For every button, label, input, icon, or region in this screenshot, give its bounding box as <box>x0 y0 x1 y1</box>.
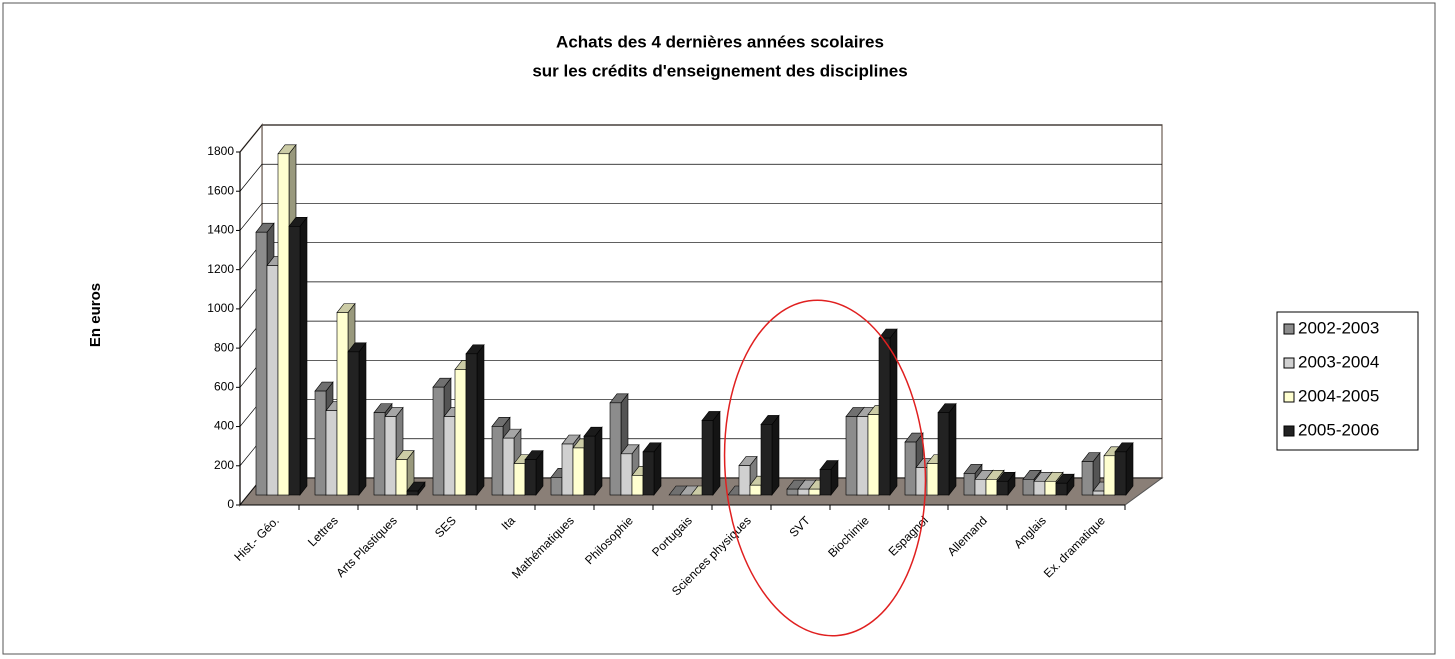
bar <box>443 416 456 496</box>
bar <box>1022 479 1035 496</box>
legend-label: 2005-2006 <box>1298 420 1379 439</box>
bar <box>336 312 349 496</box>
bar <box>996 480 1009 496</box>
y-tick-label: 1200 <box>207 262 234 276</box>
bar <box>255 231 268 496</box>
grid-line <box>239 203 263 231</box>
legend-swatch <box>1283 425 1295 437</box>
bar <box>856 416 869 496</box>
bar <box>926 463 939 496</box>
bar <box>786 488 799 496</box>
bar <box>288 226 301 496</box>
bar <box>502 437 515 496</box>
bar <box>314 390 327 496</box>
bar <box>572 447 585 496</box>
grid-line <box>239 164 263 192</box>
bar <box>583 435 596 496</box>
bar <box>845 416 858 496</box>
bar <box>454 369 467 496</box>
bar <box>937 412 950 496</box>
bar <box>1081 461 1094 496</box>
bar <box>277 153 290 496</box>
bar <box>974 479 987 496</box>
bar <box>373 412 386 496</box>
y-tick-label: 0 <box>227 497 234 511</box>
bar <box>266 265 279 496</box>
bar <box>642 451 655 496</box>
bar <box>867 414 880 496</box>
bar <box>963 473 976 496</box>
y-tick-label: 1000 <box>207 301 234 315</box>
bar <box>738 465 751 496</box>
bar-side <box>594 426 603 496</box>
bar <box>561 443 574 496</box>
y-tick-label: 400 <box>214 419 234 433</box>
bar <box>325 410 338 496</box>
grid-line <box>239 124 263 153</box>
legend-box <box>1276 311 1419 451</box>
bar <box>797 488 810 496</box>
bar <box>347 351 360 496</box>
y-tick-label: 1600 <box>207 183 234 197</box>
bar-side <box>299 216 308 496</box>
bar <box>513 463 526 496</box>
legend-label: 2003-2004 <box>1298 352 1379 371</box>
bar <box>550 477 563 496</box>
bar <box>384 416 397 496</box>
bar <box>819 469 832 496</box>
bar-side <box>712 410 721 496</box>
bar <box>985 479 998 496</box>
bar <box>878 337 891 496</box>
bar-side <box>948 402 957 496</box>
bar-side <box>358 341 367 496</box>
y-axis-label: En euros <box>87 283 104 347</box>
legend-swatch <box>1283 357 1295 369</box>
bar <box>1103 455 1116 496</box>
bar <box>701 420 714 496</box>
bar <box>609 402 622 496</box>
bar <box>631 475 644 496</box>
bar-side <box>476 343 485 496</box>
y-tick-label: 1800 <box>207 144 234 158</box>
bar <box>1055 482 1068 496</box>
y-tick-label: 600 <box>214 380 234 394</box>
bar <box>432 386 445 496</box>
bar <box>1044 480 1057 496</box>
bar <box>760 424 773 496</box>
legend-label: 2004-2005 <box>1298 386 1379 405</box>
bar <box>406 490 419 496</box>
bar <box>808 488 821 496</box>
bar <box>1114 451 1127 496</box>
bar <box>395 459 408 496</box>
bar <box>1092 490 1105 496</box>
bar <box>524 459 537 496</box>
legend-swatch <box>1283 391 1295 403</box>
chart-title: Achats des 4 dernières années scolaires <box>556 32 884 51</box>
bar-side <box>771 414 780 496</box>
legend-swatch <box>1283 323 1295 335</box>
legend-label: 2002-2003 <box>1298 318 1379 337</box>
bar <box>749 484 762 496</box>
bar <box>1033 480 1046 496</box>
y-tick-label: 1400 <box>207 223 234 237</box>
y-tick-label: 800 <box>214 340 234 354</box>
bar <box>491 426 504 496</box>
bar <box>904 441 917 496</box>
legend: 2002-2003 2003-2004 2004-2005 2005-2006 <box>1283 318 1379 439</box>
y-tick-label: 200 <box>214 458 234 472</box>
bar <box>465 353 478 496</box>
chart-title: sur les crédits d'enseignement des disci… <box>532 61 907 80</box>
highlight-ellipse <box>723 299 927 637</box>
bar <box>620 453 633 496</box>
